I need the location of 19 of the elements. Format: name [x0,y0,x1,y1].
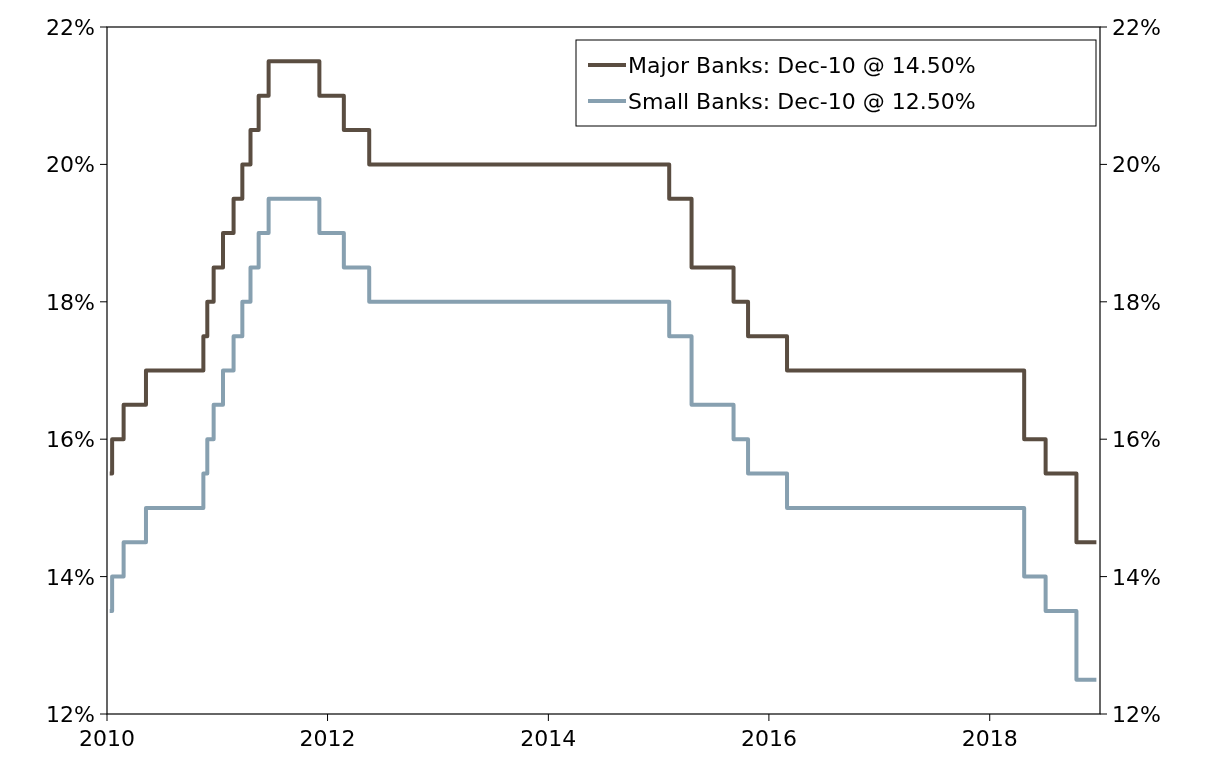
y-tick-label: 18% [46,289,95,315]
x-tick-label: 2010 [79,726,135,751]
legend-label: Small Banks: Dec-10 @ 12.50% [628,89,976,114]
x-tick-label: 2014 [520,726,577,751]
y2-tick-label: 22% [1112,15,1161,40]
y-tick-label: 14% [46,564,95,590]
legend-label: Major Banks: Dec-10 @ 14.50% [628,53,976,78]
x-tick-label: 2016 [740,726,797,751]
x-tick-label: 2018 [961,726,1018,751]
y-tick-label: 12% [46,702,95,727]
y-tick-label: 22% [46,15,95,40]
y-tick-label: 16% [46,427,95,453]
y2-tick-label: 18% [1112,289,1161,315]
y2-tick-label: 20% [1112,152,1161,178]
y-tick-label: 20% [46,152,95,178]
y2-tick-label: 14% [1112,564,1161,590]
x-tick-label: 2012 [299,726,356,751]
y2-tick-label: 12% [1112,702,1161,727]
y2-tick-label: 16% [1112,427,1161,453]
